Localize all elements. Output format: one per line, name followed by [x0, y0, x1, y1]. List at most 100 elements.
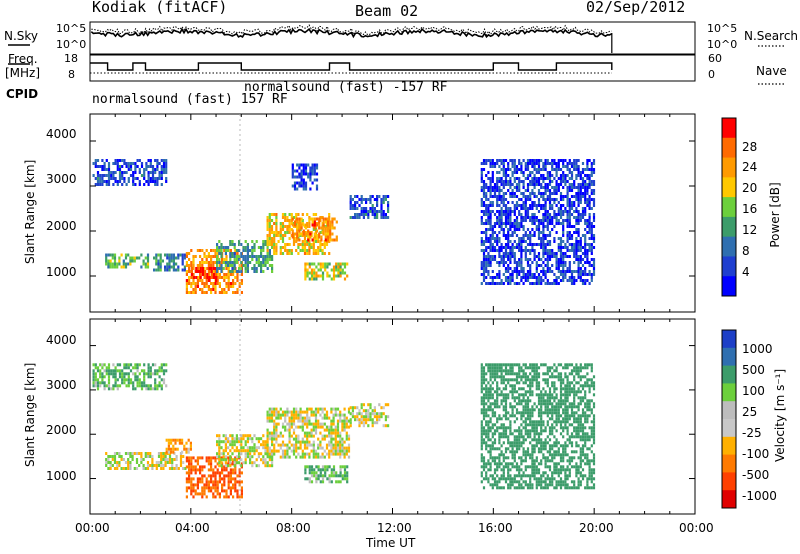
- heatmap-cell: [548, 180, 552, 183]
- heatmap-cell: [482, 372, 486, 376]
- heatmap-cell: [134, 375, 137, 379]
- heatmap-cell: [573, 210, 576, 213]
- heatmap-cell: [507, 372, 510, 376]
- heatmap-cell: [251, 258, 254, 261]
- heatmap-cell: [323, 246, 326, 249]
- heatmap-cell: [546, 423, 549, 427]
- heatmap-cell: [485, 270, 488, 273]
- heatmap-cell: [125, 171, 128, 174]
- heatmap-cell: [271, 255, 274, 258]
- heatmap-cell: [275, 252, 278, 255]
- heatmap-cell: [120, 455, 123, 458]
- heatmap-cell: [537, 477, 541, 481]
- heatmap-cell: [487, 444, 490, 448]
- heatmap-cell: [522, 393, 525, 397]
- heatmap-cell: [487, 189, 490, 192]
- heatmap-cell: [299, 407, 302, 411]
- heatmap-cell: [321, 277, 325, 281]
- heatmap-cell: [291, 235, 294, 239]
- heatmap-cell: [354, 207, 357, 210]
- heatmap-cell: [192, 267, 195, 270]
- heatmap-cell: [531, 447, 534, 451]
- heatmap-cell: [487, 468, 490, 472]
- heatmap-cell: [526, 210, 530, 213]
- heatmap-cell: [485, 393, 488, 397]
- heatmap-cell: [529, 474, 532, 478]
- heatmap-cell: [491, 282, 494, 285]
- heatmap-cell: [573, 159, 576, 162]
- heatmap-cell: [284, 428, 287, 432]
- heatmap-cell: [548, 465, 552, 469]
- heatmap-cell: [376, 213, 379, 216]
- heatmap-cell: [107, 253, 110, 257]
- heatmap-cell: [555, 375, 558, 379]
- heatmap-cell: [551, 252, 554, 255]
- heatmap-cell: [485, 282, 488, 285]
- heatmap-cell: [218, 252, 221, 255]
- heatmap-cell: [489, 228, 492, 231]
- heatmap-cell: [520, 249, 523, 252]
- heatmap-cell: [240, 264, 243, 267]
- heatmap-cell: [531, 384, 534, 388]
- heatmap-cell: [264, 243, 267, 246]
- heatmap-cell: [120, 458, 123, 461]
- heatmap-cell: [156, 177, 159, 180]
- heatmap-cell: [384, 198, 387, 201]
- heatmap-cell: [306, 225, 309, 228]
- heatmap-cell: [515, 195, 519, 198]
- heatmap-cell: [240, 471, 243, 475]
- heatmap-cell: [251, 246, 254, 249]
- heatmap-cell: [114, 369, 117, 373]
- heatmap-cell: [299, 249, 302, 252]
- heatmap-cell: [227, 246, 230, 249]
- heatmap-cell: [299, 413, 302, 417]
- heatmap-cell: [507, 378, 510, 382]
- heatmap-cell: [485, 474, 488, 478]
- heatmap-cell: [487, 246, 490, 249]
- heatmap-cell: [165, 447, 168, 451]
- heatmap-cell: [584, 183, 587, 186]
- heatmap-cell: [515, 201, 519, 204]
- heatmap-cell: [511, 246, 514, 249]
- heatmap-cell: [555, 264, 558, 267]
- heatmap-cell: [301, 437, 304, 441]
- heatmap-cell: [522, 396, 525, 400]
- heatmap-cell: [555, 423, 558, 427]
- heatmap-cell: [382, 424, 385, 428]
- heatmap-cell: [157, 268, 160, 272]
- heatmap-cell: [310, 443, 313, 447]
- heatmap-cell: [557, 207, 560, 210]
- heatmap-cell: [557, 378, 560, 382]
- heatmap-cell: [586, 198, 589, 201]
- heatmap-cell: [579, 270, 582, 273]
- heatmap-cell: [324, 265, 327, 269]
- heatmap-cell: [577, 210, 580, 213]
- heatmap-cell: [345, 416, 348, 420]
- heatmap-cell: [298, 223, 301, 227]
- heatmap-cell: [498, 405, 501, 409]
- heatmap-cell: [273, 449, 276, 453]
- heatmap-cell: [524, 372, 527, 376]
- heatmap-cell: [524, 213, 527, 216]
- heatmap-cell: [537, 483, 541, 487]
- heatmap-cell: [223, 291, 226, 294]
- heatmap-cell: [590, 174, 593, 177]
- heatmap-cell: [540, 183, 543, 186]
- heatmap-cell: [540, 240, 543, 243]
- heatmap-cell: [330, 480, 333, 484]
- heatmap-cell: [520, 267, 523, 270]
- heatmap-cell: [513, 177, 516, 180]
- heatmap-cell: [220, 267, 223, 270]
- heatmap-cell: [482, 252, 486, 255]
- heatmap-cell: [162, 159, 166, 162]
- heatmap-cell: [482, 279, 486, 282]
- heatmap-cell: [531, 408, 534, 412]
- heatmap-cell: [292, 216, 296, 219]
- heatmap-cell: [160, 168, 163, 171]
- heatmap-cell: [577, 183, 580, 186]
- heatmap-cell: [542, 399, 545, 403]
- heatmap-cell: [562, 222, 565, 225]
- heatmap-cell: [114, 180, 117, 183]
- heatmap-cell: [182, 455, 185, 458]
- heatmap-cell: [257, 452, 260, 456]
